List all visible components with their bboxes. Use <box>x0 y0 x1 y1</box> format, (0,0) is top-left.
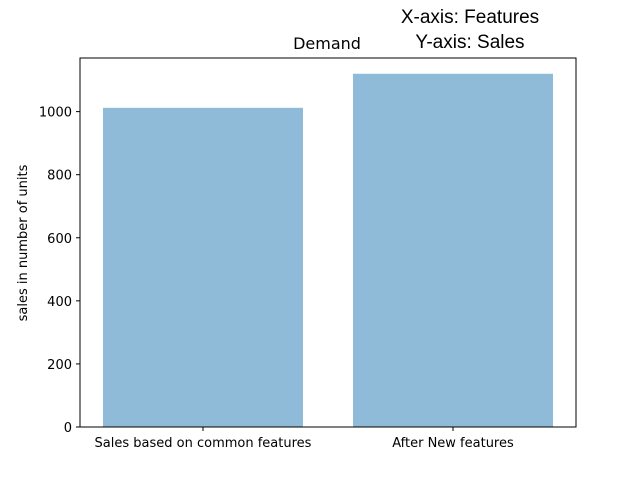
x-tick-label: After New features <box>392 436 514 451</box>
y-tick-label: 0 <box>64 421 72 436</box>
y-tick-label: 400 <box>47 295 72 310</box>
bar-1 <box>353 73 553 428</box>
x-tick-label: Sales based on common features <box>95 436 312 451</box>
chart-annotation-y-axis: Y-axis: Sales <box>415 32 524 53</box>
bar-0 <box>103 107 303 427</box>
y-tick-label: 200 <box>47 358 72 373</box>
chart-title: Demand <box>293 34 361 53</box>
chart-annotation-x-axis: X-axis: Features <box>401 7 539 28</box>
plot-area-frame <box>79 57 577 428</box>
y-tick-label: 600 <box>47 232 72 247</box>
y-axis-label: sales in number of units <box>16 164 31 321</box>
y-tick-label: 1000 <box>39 106 72 121</box>
y-tick-label: 800 <box>47 169 72 184</box>
